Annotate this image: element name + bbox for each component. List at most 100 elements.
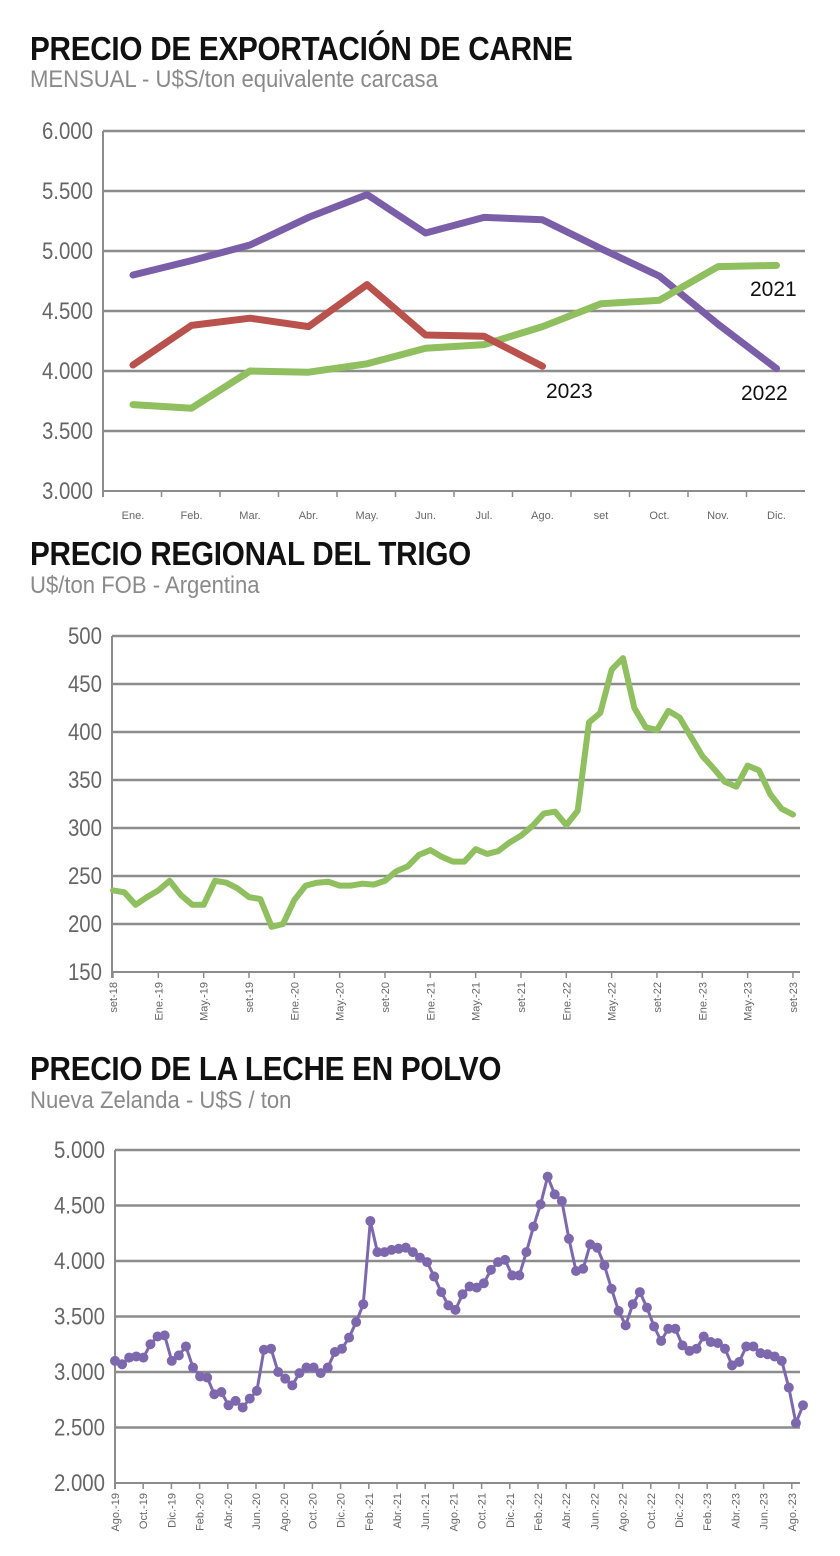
chart-1-subtitle: MENSUAL - U$S/ton equivalente carcasa [30,66,438,93]
data-point [159,1330,170,1341]
data-point [230,1395,241,1406]
y-tick-label: 3.000 [54,1358,105,1385]
data-point [422,1257,433,1268]
y-tick-label: 4.000 [42,357,93,384]
data-point [138,1352,149,1363]
chart-2-subtitle: U$/ton FOB - Argentina [30,572,260,599]
x-tick-label: Abr.-21 [392,1493,404,1528]
y-tick-label: 4.000 [54,1247,105,1274]
data-point [273,1367,284,1377]
data-point [776,1355,787,1366]
series-line-2021 [129,261,780,412]
data-point [478,1278,489,1289]
x-tick-label: Ago. [531,510,554,522]
data-point [237,1402,248,1413]
x-tick-label: set [594,510,609,522]
x-tick-label: Abr.-22 [561,1493,573,1528]
data-point [216,1386,227,1397]
x-tick-label: Jun. [415,510,436,522]
beef-export-price-chart: 3.000 3.500 4.000 4.500 5.000 5.500 6.000 Ene. F… [42,117,805,522]
x-tick-label: Oct.-19 [138,1493,150,1529]
data-point [294,1368,305,1379]
x-tick-label: set-22 [652,982,664,1013]
y-tick-label: 400 [68,718,102,745]
x-tick-label: set-18 [108,982,120,1013]
data-point [663,1323,674,1334]
x-tick-label: Jul. [475,510,492,522]
y-tick-label: 2.000 [54,1469,105,1496]
x-tick-label: May.-19 [199,982,211,1021]
data-point [613,1305,624,1316]
chart-3-subtitle: Nueva Zelanda - U$S / ton [30,1087,292,1114]
series-line-2023 [129,281,546,370]
y-tick-label: 150 [68,958,102,985]
data-point [280,1373,291,1384]
y-tick-label: 3.500 [42,417,93,444]
data-point [698,1331,709,1342]
x-tick-label: Ago.-22 [618,1493,630,1532]
x-tick-label: Feb.-20 [195,1493,207,1531]
data-point [556,1196,567,1207]
data-point [549,1189,560,1200]
x-tick-label: Ene.-20 [289,982,301,1021]
x-tick-label: Dic.-22 [674,1493,686,1528]
data-point [734,1357,745,1368]
y-tick-label: 4.500 [54,1192,105,1219]
series-line-2022 [129,191,780,373]
x-tick-label: Abr. [299,510,319,522]
data-point [244,1393,255,1404]
data-point [407,1247,418,1258]
chart-3-title: PRECIO DE LA LECHE EN POLVO [30,1050,502,1087]
data-point [336,1343,347,1354]
x-tick-label: Ene.-19 [153,982,165,1021]
data-point [308,1362,319,1373]
series-line-series-0 [110,655,796,930]
data-point [315,1368,326,1379]
data-point [528,1221,539,1232]
data-point [301,1362,312,1373]
data-point [251,1385,262,1396]
data-point [166,1355,177,1366]
x-tick-label: Ago.-20 [279,1493,291,1532]
data-point [691,1343,702,1354]
x-tick-label: Dic.-20 [336,1493,348,1528]
x-tick-label: May.-20 [335,982,347,1021]
x-tick-label: May.-23 [743,982,755,1021]
x-tick-label: Abr.-20 [223,1493,235,1528]
y-tick-label: 300 [68,814,102,841]
x-tick-label: set-23 [788,982,800,1013]
data-point [748,1341,759,1352]
data-point [677,1340,688,1351]
x-tick-label: Ene.-23 [697,982,709,1021]
data-point [620,1320,631,1331]
data-point [649,1321,660,1332]
data-point [783,1382,794,1393]
y-tick-label: 350 [68,766,102,793]
data-point [450,1304,461,1315]
data-point [719,1343,730,1354]
data-point [514,1270,525,1281]
y-tick-label: 5.500 [42,177,93,204]
data-point [542,1171,553,1182]
y-tick-label: 5.000 [42,237,93,264]
series-label-2022: 2022 [741,382,788,405]
x-tick-label: Ene.-22 [561,982,573,1021]
data-point [634,1287,645,1298]
x-tick-label: Oct.-20 [307,1493,319,1529]
data-point [798,1400,808,1411]
data-point [500,1254,511,1265]
x-tick-label: Dic.-19 [166,1493,178,1528]
data-point [117,1359,128,1370]
data-point [145,1339,156,1350]
x-tick-label: Jun.-20 [251,1493,263,1530]
y-tick-label: 2.500 [54,1414,105,1441]
data-point [173,1350,184,1361]
y-tick-label: 500 [68,622,102,649]
y-tick-label: 3.500 [54,1303,105,1330]
x-tick-label: Mar. [239,510,260,522]
data-point [712,1338,723,1349]
wheat-price-chart: 150 200 250 300 350 400 450 500 set-18 Ene.-19 May… [68,622,800,1021]
x-tick-label: May.-22 [607,982,619,1021]
data-point [344,1332,355,1343]
